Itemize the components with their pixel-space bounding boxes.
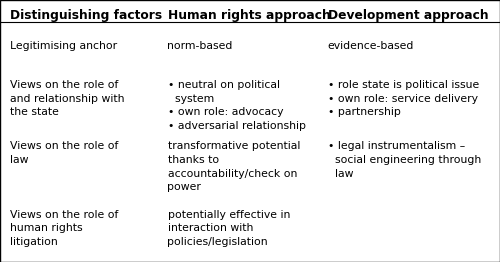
Text: Views on the role of
human rights
litigation: Views on the role of human rights litiga…	[10, 210, 118, 247]
Text: transformative potential
thanks to
accountability/check on
power: transformative potential thanks to accou…	[168, 141, 300, 192]
Text: • legal instrumentalism –
  social engineering through
  law: • legal instrumentalism – social enginee…	[328, 141, 481, 179]
Text: • neutral on political
  system
• own role: advocacy
• adversarial relationship: • neutral on political system • own role…	[168, 80, 306, 131]
Text: • role state is political issue
• own role: service delivery
• partnership: • role state is political issue • own ro…	[328, 80, 479, 117]
Text: Views on the role of
law: Views on the role of law	[10, 141, 118, 165]
Text: Views on the role of
and relationship with
the state: Views on the role of and relationship wi…	[10, 80, 124, 117]
Text: potentially effective in
interaction with
policies/legislation: potentially effective in interaction wit…	[168, 210, 290, 247]
Text: Distinguishing factors: Distinguishing factors	[10, 9, 162, 22]
Text: norm-based: norm-based	[168, 41, 233, 51]
Text: Human rights approach: Human rights approach	[168, 9, 330, 22]
Text: Development approach: Development approach	[328, 9, 488, 22]
Text: evidence-based: evidence-based	[328, 41, 414, 51]
Text: Legitimising anchor: Legitimising anchor	[10, 41, 117, 51]
